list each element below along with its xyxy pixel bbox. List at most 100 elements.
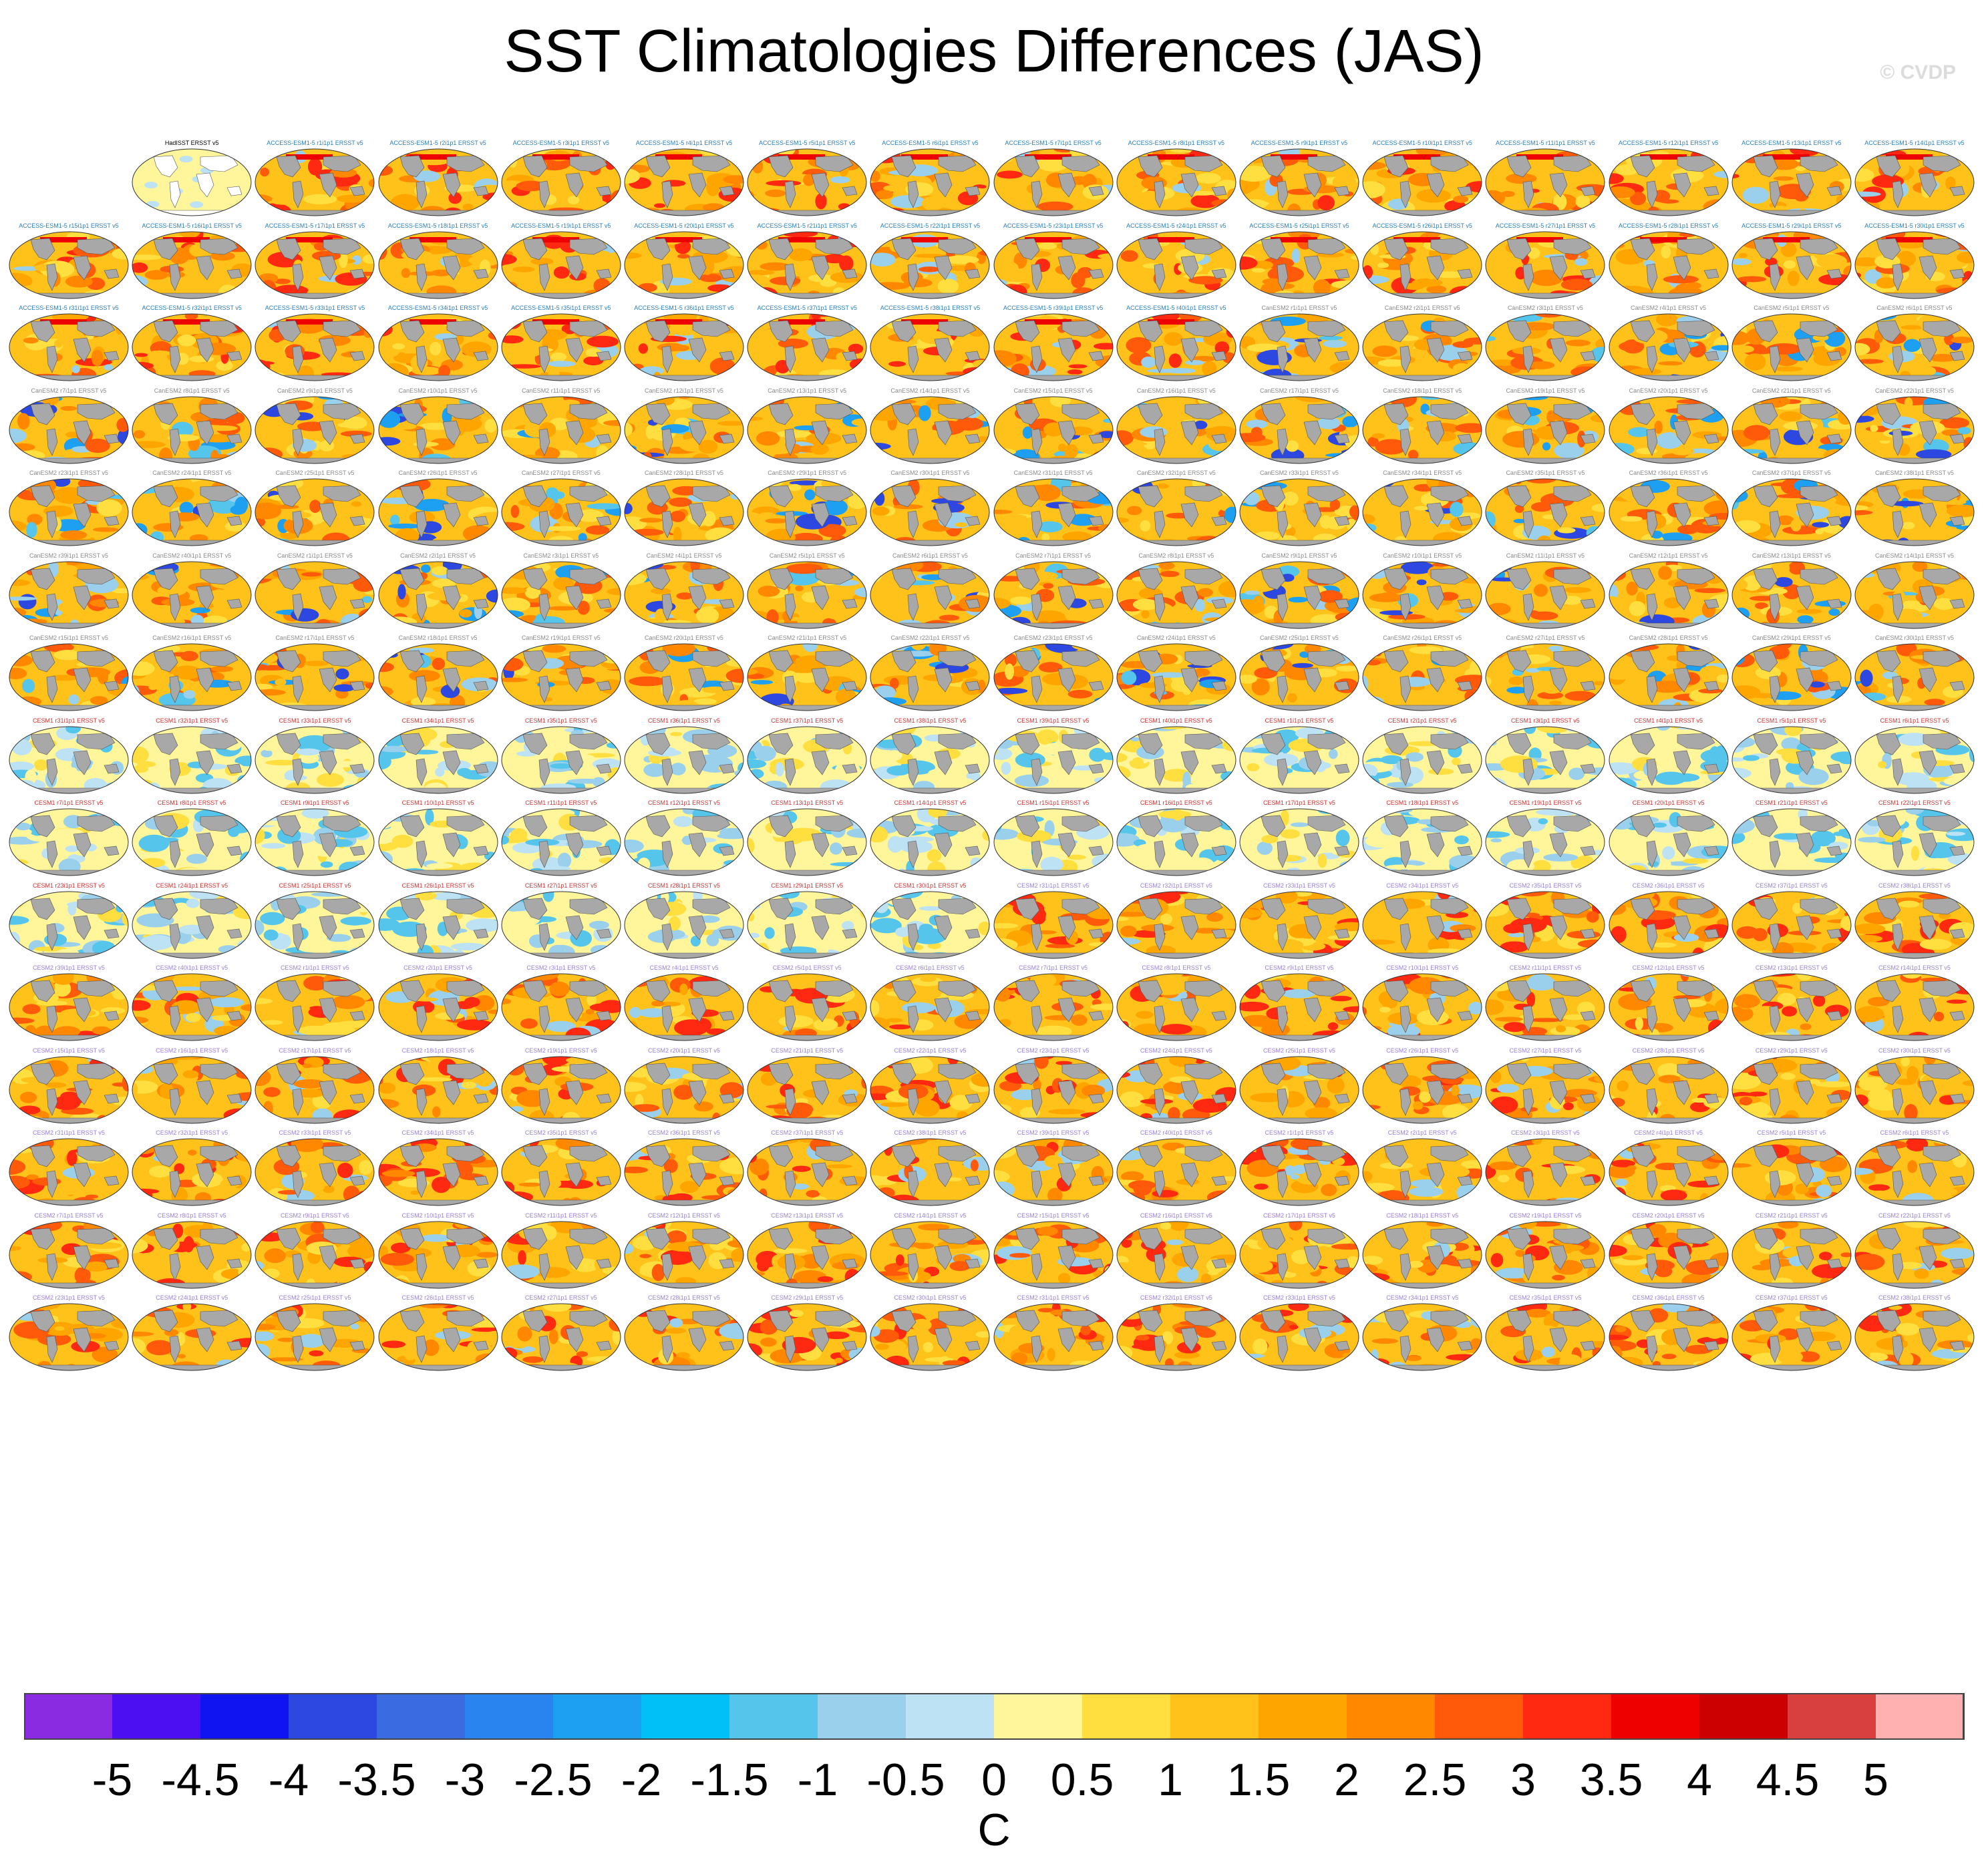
global-map [747, 478, 867, 546]
map-panel: CanESM2 r30i1p1 ERSST v5 [1854, 634, 1975, 714]
panel-label: CESM2 r5i1p1 ERSST v5 [772, 964, 842, 971]
map-panel: CESM2 r28i1p1 ERSST v5 [1608, 1047, 1729, 1127]
global-map [378, 148, 498, 216]
global-map [1854, 148, 1975, 216]
panel-label: CESM2 r28i1p1 ERSST v5 [1632, 1047, 1705, 1054]
panel-label: CESM2 r2i1p1 ERSST v5 [403, 964, 473, 971]
map-panel: CESM2 r16i1p1 ERSST v5 [1116, 1211, 1237, 1292]
panel-label: CESM2 r22i1p1 ERSST v5 [1878, 1211, 1951, 1219]
map-panel: CESM1 r37i1p1 ERSST v5 [746, 717, 868, 797]
global-map [1731, 808, 1852, 876]
panel-label: CESM2 r1i1p1 ERSST v5 [1265, 1129, 1334, 1136]
panel-label: ACCESS-ESM1-5 r3i1p1 ERSST v5 [512, 140, 609, 146]
map-panel: CESM1 r15i1p1 ERSST v5 [993, 799, 1114, 879]
global-map [1609, 1303, 1729, 1371]
map-panel: ACCESS-ESM1-5 r12i1p1 ERSST v5 [1608, 139, 1729, 219]
global-map [624, 726, 744, 793]
map-panel: CESM1 r1i1p1 ERSST v5 [1238, 717, 1360, 797]
map-panel: CESM2 r37i1p1 ERSST v5 [746, 1129, 868, 1209]
map-panel: CanESM2 r25i1p1 ERSST v5 [1238, 634, 1360, 714]
map-panel: ACCESS-ESM1-5 r7i1p1 ERSST v5 [993, 139, 1114, 219]
global-map [378, 1221, 498, 1288]
panel-label: CESM2 r34i1p1 ERSST v5 [1386, 882, 1459, 889]
panel-label: CanESM2 r19i1p1 ERSST v5 [1506, 387, 1585, 394]
panel-label: CanESM2 r3i1p1 ERSST v5 [1507, 305, 1583, 311]
map-panel: ACCESS-ESM1-5 r30i1p1 ERSST v5 [1854, 222, 1975, 302]
global-map [747, 973, 867, 1041]
colorbar-tick-label: -1 [797, 1754, 838, 1805]
map-panel: CESM2 r4i1p1 ERSST v5 [1608, 1129, 1729, 1209]
global-map [9, 478, 129, 546]
map-panel: CanESM2 r29i1p1 ERSST v5 [1731, 634, 1852, 714]
map-panel: ACCESS-ESM1-5 r27i1p1 ERSST v5 [1484, 222, 1606, 302]
panel-label: CESM2 r28i1p1 ERSST v5 [648, 1294, 720, 1301]
global-map [1485, 561, 1605, 628]
global-map [501, 643, 621, 711]
map-panel: CESM1 r19i1p1 ERSST v5 [1484, 799, 1606, 879]
global-map [870, 726, 990, 793]
map-panel: CanESM2 r12i1p1 ERSST v5 [1608, 552, 1729, 632]
panel-label: CanESM2 r25i1p1 ERSST v5 [275, 470, 355, 476]
panel-label: CESM2 r31i1p1 ERSST v5 [1017, 1294, 1090, 1301]
global-map [1362, 561, 1482, 628]
panel-label: CanESM2 r15i1p1 ERSST v5 [1013, 387, 1093, 394]
map-panel: CanESM2 r37i1p1 ERSST v5 [1731, 469, 1852, 549]
map-panel: CESM2 r29i1p1 ERSST v5 [1731, 1047, 1852, 1127]
global-map [993, 1221, 1114, 1288]
colorbar-tick-label: 0.5 [1050, 1754, 1114, 1805]
map-panel: CESM2 r23i1p1 ERSST v5 [993, 1047, 1114, 1127]
map-panel: CESM1 r32i1p1 ERSST v5 [131, 717, 253, 797]
global-map [378, 891, 498, 958]
map-panel: ACCESS-ESM1-5 r32i1p1 ERSST v5 [131, 304, 253, 384]
global-map [870, 891, 990, 958]
panel-label: CanESM2 r22i1p1 ERSST v5 [890, 634, 970, 641]
panel-label: ACCESS-ESM1-5 r4i1p1 ERSST v5 [635, 140, 733, 146]
map-panel: CanESM2 r16i1p1 ERSST v5 [1116, 387, 1237, 467]
panel-label: CESM2 r35i1p1 ERSST v5 [1509, 882, 1582, 889]
global-map [501, 808, 621, 876]
panel-label: ACCESS-ESM1-5 r26i1p1 ERSST v5 [1372, 222, 1472, 229]
map-panel: CanESM2 r3i1p1 ERSST v5 [500, 552, 622, 632]
panel-label: CESM1 r14i1p1 ERSST v5 [894, 799, 967, 806]
panel-label: CESM2 r3i1p1 ERSST v5 [526, 964, 596, 971]
global-map [132, 396, 252, 463]
global-map [1609, 891, 1729, 958]
map-panel: CESM2 r11i1p1 ERSST v5 [500, 1211, 622, 1292]
panel-label: CanESM2 r27i1p1 ERSST v5 [1506, 634, 1585, 641]
global-map [378, 561, 498, 628]
panel-label: CESM1 r24i1p1 ERSST v5 [156, 882, 228, 889]
global-map [1116, 231, 1236, 299]
global-map [501, 1056, 621, 1123]
map-panel: CanESM2 r22i1p1 ERSST v5 [1854, 387, 1975, 467]
panel-label: ACCESS-ESM1-5 r13i1p1 ERSST v5 [1742, 140, 1842, 146]
global-map [378, 726, 498, 793]
map-panel: CanESM2 r12i1p1 ERSST v5 [623, 387, 745, 467]
global-map [132, 561, 252, 628]
global-map [1362, 973, 1482, 1041]
global-map [1362, 478, 1482, 546]
global-map [1854, 478, 1975, 546]
map-panel: ACCESS-ESM1-5 r20i1p1 ERSST v5 [623, 222, 745, 302]
global-map [255, 561, 375, 628]
panel-label: CESM1 r2i1p1 ERSST v5 [1387, 717, 1457, 724]
map-panel: CESM2 r32i1p1 ERSST v5 [1116, 1294, 1237, 1374]
panel-label: CanESM2 r13i1p1 ERSST v5 [768, 387, 847, 394]
global-map [870, 643, 990, 711]
global-map [1116, 808, 1236, 876]
global-map [1854, 561, 1975, 628]
panel-label: CESM1 r30i1p1 ERSST v5 [894, 882, 967, 889]
map-panel: CESM1 r22i1p1 ERSST v5 [1854, 799, 1975, 879]
map-panel: CESM2 r31i1p1 ERSST v5 [993, 1294, 1114, 1374]
global-map [1609, 231, 1729, 299]
panel-label: CanESM2 r33i1p1 ERSST v5 [1260, 470, 1339, 476]
map-panel: ACCESS-ESM1-5 r14i1p1 ERSST v5 [1854, 139, 1975, 219]
panel-label: CanESM2 r7i1p1 ERSST v5 [1015, 552, 1092, 559]
global-map [501, 478, 621, 546]
map-panel: CanESM2 r20i1p1 ERSST v5 [1608, 387, 1729, 467]
panel-label: CanESM2 r20i1p1 ERSST v5 [1629, 387, 1708, 394]
global-map [870, 808, 990, 876]
global-map [501, 396, 621, 463]
colorbar-swatch [289, 1693, 377, 1740]
panel-label: CanESM2 r2i1p1 ERSST v5 [1384, 305, 1460, 311]
panel-label: CanESM2 r1i1p1 ERSST v5 [277, 552, 353, 559]
